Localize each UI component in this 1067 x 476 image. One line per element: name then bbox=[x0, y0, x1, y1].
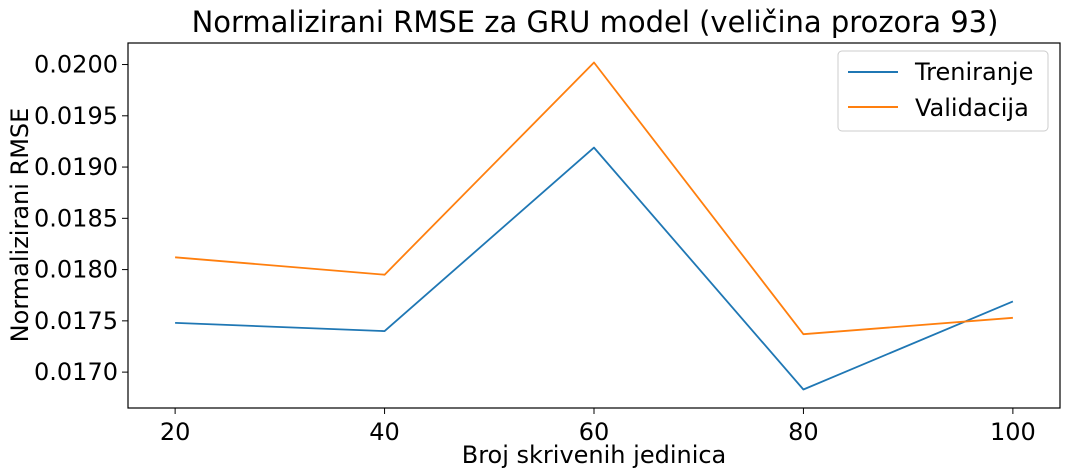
legend: Treniranje Validacija bbox=[837, 50, 1049, 132]
x-tick-label: 40 bbox=[369, 418, 400, 446]
x-tick-label: 60 bbox=[579, 418, 610, 446]
y-tick-label: 0.0170 bbox=[34, 358, 118, 386]
legend-label-treniranje: Treniranje bbox=[914, 58, 1033, 86]
y-axis-ticks: 0.0170 0.0175 0.0180 0.0185 0.0190 0.0195 0.02… bbox=[34, 51, 128, 386]
x-tick-label: 20 bbox=[160, 418, 191, 446]
series-line-validacija bbox=[175, 61, 1013, 336]
x-tick-label: 100 bbox=[990, 418, 1036, 446]
series-line-treniranje bbox=[175, 146, 1014, 391]
y-tick-label: 0.0190 bbox=[34, 153, 118, 181]
x-tick-label: 80 bbox=[788, 418, 819, 446]
plot-lines bbox=[175, 61, 1014, 391]
legend-label-validacija: Validacija bbox=[915, 94, 1029, 122]
y-tick-label: 0.0175 bbox=[34, 307, 118, 335]
y-tick-label: 0.0180 bbox=[34, 256, 118, 284]
x-axis-ticks: 20 40 60 80 100 bbox=[160, 408, 1036, 446]
y-tick-label: 0.0185 bbox=[34, 204, 118, 232]
y-tick-label: 0.0195 bbox=[34, 102, 118, 130]
y-tick-label: 0.0200 bbox=[34, 51, 118, 79]
y-axis-label: Normalizirani RMSE bbox=[6, 108, 34, 343]
x-axis-label: Broj skrivenih jedinica bbox=[462, 441, 727, 469]
chart-title: Normalizirani RMSE za GRU model (veličin… bbox=[192, 5, 999, 39]
